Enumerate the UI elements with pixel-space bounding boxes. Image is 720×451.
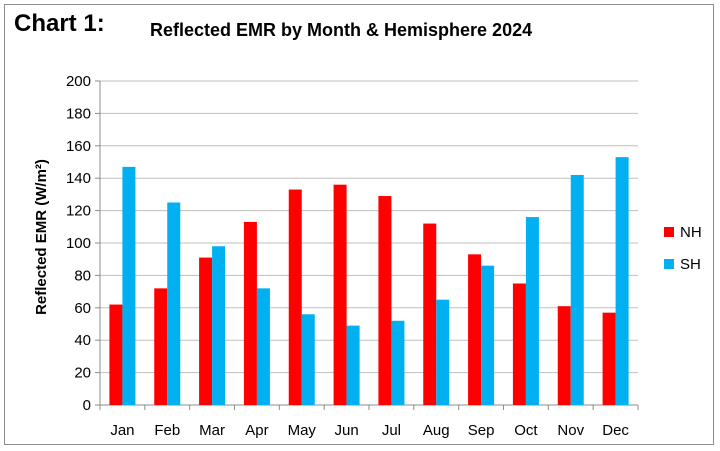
x-tick-label: Jan [110,422,134,439]
y-tick-label: 100 [66,235,91,252]
bar-sh-feb [167,202,181,405]
x-tick-label: Nov [557,422,584,439]
legend-label-nh: NH [680,224,702,241]
x-tick-label: Jul [382,422,401,439]
y-tick-label: 20 [74,365,91,382]
y-tick-labels: 0 20 40 60 80 100 120 140 160 180 200 [66,73,91,414]
y-tick-label: 60 [74,300,91,317]
y-tick-label: 200 [66,73,91,90]
bar-nh-may [288,189,302,405]
bar-nh-feb [154,288,168,405]
chart-title: Reflected EMR by Month & Hemisphere 2024 [150,20,533,40]
y-tick-label: 140 [66,170,91,187]
bar-sh-nov [570,174,584,405]
bar-sh-dec [615,157,629,405]
bar-nh-dec [602,312,616,405]
chart-number-label: Chart 1: [14,10,105,37]
bar-nh-oct [512,283,526,405]
y-tick-label: 40 [74,332,91,349]
y-tick-label: 120 [66,203,91,220]
bar-sh-jul [391,320,405,405]
legend-label-sh: SH [680,256,701,273]
x-tick-label: Aug [423,422,450,439]
y-tick-label: 0 [83,397,91,414]
bar-sh-mar [212,246,226,405]
y-axis-label: Reflected EMR (W/m²) [33,159,50,315]
bar-nh-jul [378,196,392,405]
x-tick-label: Sep [468,422,495,439]
bar-sh-jun [346,325,360,405]
y-tick-label: 80 [74,267,91,284]
bar-nh-mar [199,257,213,405]
x-tick-label: Jun [334,422,358,439]
y-tick-label: 160 [66,138,91,155]
bar-nh-jan [109,304,123,405]
bar-nh-jun [333,184,347,405]
x-tick-labels: Jan Feb Mar Apr May Jun Jul Aug Sep Oct Nov Dec [110,422,629,439]
x-tick-label: Oct [514,422,538,439]
bar-nh-aug [423,223,437,405]
bar-sh-oct [525,217,539,405]
x-tick-label: Apr [245,422,268,439]
legend: NH SH [664,224,702,273]
bar-sh-may [301,314,315,405]
bar-sh-jan [122,166,136,405]
bar-sh-apr [256,288,270,405]
legend-swatch-nh [664,227,674,237]
bars [109,157,629,405]
x-tick-label: May [288,422,317,439]
x-tick-label: Dec [602,422,629,439]
bar-sh-aug [436,299,450,405]
bar-nh-nov [557,306,571,405]
x-tick-label: Mar [199,422,225,439]
bar-sh-sep [481,265,495,405]
bar-nh-sep [468,254,482,405]
axes [95,80,639,410]
bar-nh-apr [243,221,257,405]
y-tick-label: 180 [66,105,91,122]
gridlines [100,80,638,374]
x-tick-label: Feb [154,422,180,439]
legend-swatch-sh [664,259,674,269]
